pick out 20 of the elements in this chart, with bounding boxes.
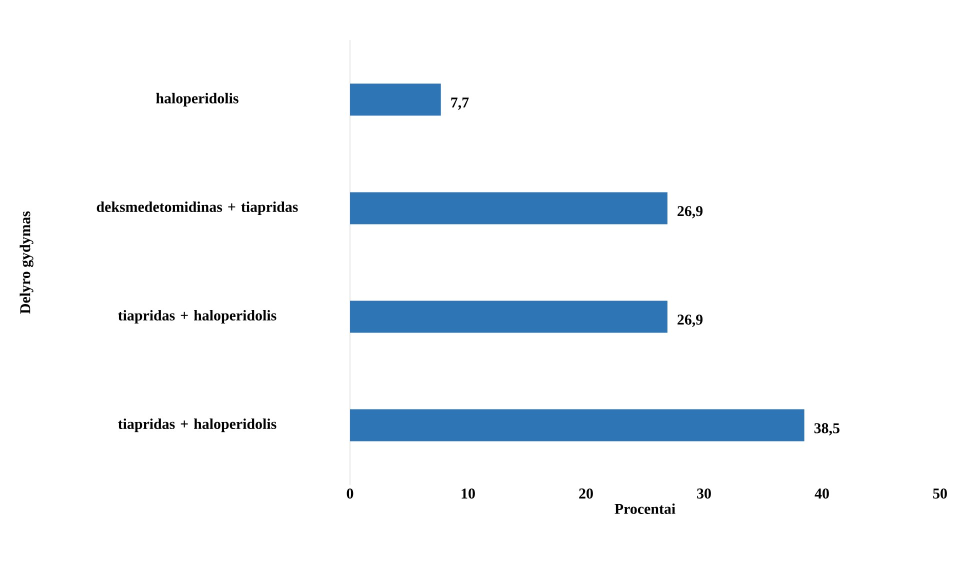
x-tick-label: 10 (462, 488, 475, 499)
x-tick-label: 40 (814, 488, 829, 499)
x-axis-title: Procentai (614, 503, 676, 514)
bar (350, 84, 441, 116)
data-label: 26,9 (678, 206, 703, 218)
bar (350, 300, 668, 333)
data-label: 38,5 (814, 423, 840, 436)
x-tick-label: 30 (697, 488, 711, 499)
x-tick-label: 20 (579, 488, 593, 499)
y-tick-label: tiapridas + haloperidolis (118, 310, 276, 324)
y-tick-label: deksmedetomidinas + tiapridas (96, 201, 298, 216)
x-tick-label: 50 (933, 488, 947, 499)
data-label: 26,9 (678, 314, 703, 327)
bar (350, 192, 668, 224)
data-label: 7,7 (451, 98, 469, 110)
y-tick-label: haloperidolis (156, 92, 238, 106)
x-tick-label: 0 (346, 488, 354, 499)
bar (350, 409, 804, 442)
y-tick-label: tiapridas + haloperidolis (118, 418, 276, 432)
y-axis-title: Delyro gydymas (20, 211, 34, 314)
